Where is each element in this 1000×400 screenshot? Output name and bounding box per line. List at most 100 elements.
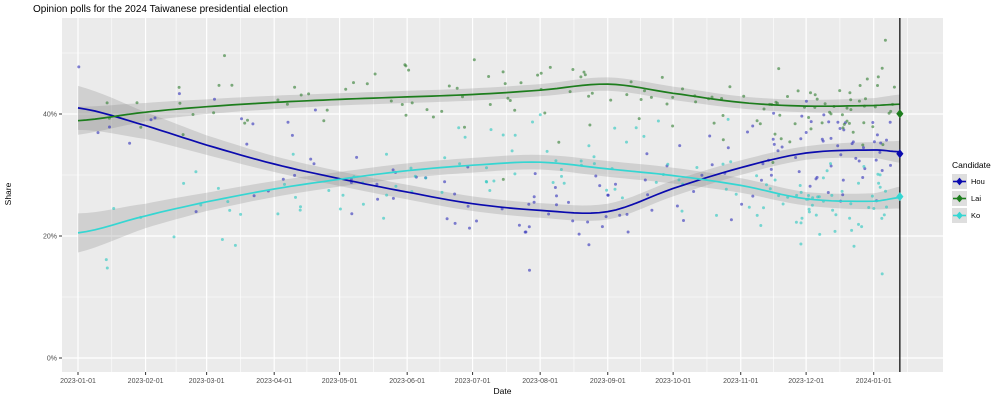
result-diamond-lai xyxy=(896,109,904,119)
poll-point xyxy=(216,186,220,190)
poll-point xyxy=(740,202,744,206)
poll-point xyxy=(177,92,181,96)
poll-point xyxy=(864,97,867,101)
poll-point xyxy=(799,242,803,246)
poll-point xyxy=(251,122,255,126)
poll-point xyxy=(728,85,732,89)
poll-point xyxy=(804,131,808,134)
poll-point xyxy=(820,121,824,125)
poll-point xyxy=(468,226,471,230)
poll-point xyxy=(592,162,596,166)
poll-point xyxy=(554,159,558,163)
poll-point xyxy=(579,159,583,163)
poll-point xyxy=(841,193,845,197)
poll-point xyxy=(867,206,871,209)
poll-point xyxy=(299,205,302,209)
poll-point xyxy=(845,119,849,123)
poll-point xyxy=(139,125,143,129)
poll-point xyxy=(350,212,354,216)
result-diamond-ko xyxy=(896,192,904,202)
poll-point xyxy=(545,149,549,153)
poll-point xyxy=(675,204,679,208)
poll-point xyxy=(788,140,792,144)
poll-point xyxy=(407,68,411,72)
poll-point xyxy=(523,230,527,234)
poll-point xyxy=(889,163,892,167)
poll-point xyxy=(858,84,862,87)
poll-point xyxy=(283,182,286,186)
poll-point xyxy=(325,108,329,112)
poll-point xyxy=(178,101,182,105)
poll-point xyxy=(517,223,521,227)
x-axis-tick-label: 2023-09-01 xyxy=(590,378,626,385)
poll-point xyxy=(559,168,563,171)
poll-point xyxy=(447,84,451,88)
poll-point xyxy=(742,94,746,98)
poll-point xyxy=(761,162,765,166)
poll-point xyxy=(634,126,638,130)
poll-point xyxy=(466,204,470,208)
poll-point xyxy=(849,98,853,102)
poll-point xyxy=(841,126,845,130)
poll-point xyxy=(228,208,232,212)
ci-band-ko xyxy=(78,154,900,253)
poll-point xyxy=(613,187,617,191)
ci-band-lai xyxy=(78,77,900,135)
poll-point xyxy=(885,138,888,142)
poll-point xyxy=(780,145,784,149)
poll-point xyxy=(778,113,782,117)
poll-point xyxy=(771,137,775,141)
poll-point xyxy=(172,235,176,239)
legend-key-ko-icon xyxy=(952,208,967,223)
poll-point xyxy=(286,120,290,124)
poll-point xyxy=(245,142,249,146)
poll-point xyxy=(501,177,505,181)
poll-point xyxy=(312,162,316,166)
poll-point xyxy=(457,126,461,130)
legend-label-hou: Hou xyxy=(971,177,985,186)
poll-point xyxy=(489,128,493,132)
poll-point xyxy=(885,205,888,209)
poll-point xyxy=(772,142,776,146)
poll-point xyxy=(592,155,596,159)
poll-point xyxy=(252,194,256,198)
poll-point xyxy=(365,82,369,86)
poll-point xyxy=(582,70,586,74)
poll-point xyxy=(751,194,755,198)
poll-point xyxy=(135,101,139,105)
poll-point xyxy=(811,196,815,200)
poll-point xyxy=(880,216,884,220)
poll-point xyxy=(513,108,517,112)
poll-point xyxy=(104,258,108,262)
poll-point xyxy=(327,189,331,192)
poll-point xyxy=(777,67,781,71)
poll-point xyxy=(153,116,157,120)
poll-point xyxy=(775,101,779,105)
poll-point xyxy=(361,202,365,206)
x-axis-tick-label: 2023-10-01 xyxy=(655,378,691,385)
poll-point xyxy=(807,210,811,214)
poll-point xyxy=(654,180,658,184)
poll-point xyxy=(487,75,491,78)
poll-point xyxy=(799,221,803,225)
poll-point xyxy=(762,206,765,210)
poll-point xyxy=(809,120,813,124)
poll-point xyxy=(285,102,289,106)
poll-point xyxy=(726,146,730,150)
poll-point xyxy=(213,97,216,101)
poll-point xyxy=(643,89,646,93)
y-axis-tick-label: 40% xyxy=(43,112,57,119)
poll-point xyxy=(609,98,613,102)
poll-point xyxy=(825,169,829,173)
poll-point xyxy=(829,164,833,168)
poll-point xyxy=(519,81,523,85)
poll-point xyxy=(527,225,531,229)
poll-point xyxy=(532,200,536,204)
poll-point xyxy=(872,140,876,144)
x-axis-tick-label: 2023-08-01 xyxy=(522,378,558,385)
poll-point xyxy=(646,193,650,197)
poll-point xyxy=(734,192,738,196)
poll-point xyxy=(695,166,699,169)
poll-point xyxy=(746,130,749,134)
poll-point xyxy=(876,172,880,176)
